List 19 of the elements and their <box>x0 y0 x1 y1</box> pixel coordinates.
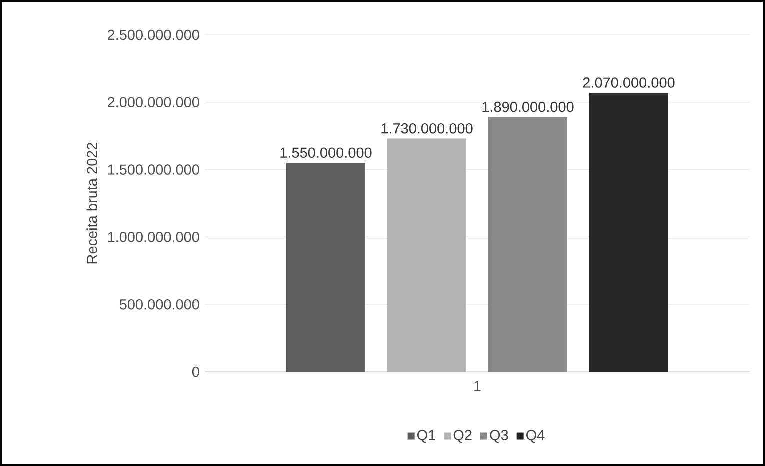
bar <box>286 163 366 372</box>
legend-label: Q1 <box>418 430 436 443</box>
data-label: 1.890.000.000 <box>482 102 574 112</box>
legend-label: Q3 <box>490 430 508 443</box>
data-label: 1.730.000.000 <box>382 123 473 134</box>
y-tick-label: 500.000.000 <box>120 299 200 310</box>
bar <box>590 92 669 372</box>
x-tick-label: 1 <box>474 381 481 392</box>
legend-label: Q4 <box>526 430 545 443</box>
y-tick-label: 2.500.000.000 <box>108 30 200 40</box>
data-label: 2.070.000.000 <box>583 78 675 88</box>
y-axis-title: Receita bruta 2022 <box>86 142 98 264</box>
bar <box>488 117 568 372</box>
legend-label: Q2 <box>454 430 472 443</box>
y-tick-label: 0 <box>192 366 200 378</box>
y-tick-label: 1.000.000.000 <box>108 232 200 242</box>
data-label: 1.550.000.000 <box>280 148 372 158</box>
y-tick-label: 2.000.000.000 <box>108 97 200 108</box>
y-tick-label: 1.500.000.000 <box>108 164 200 175</box>
